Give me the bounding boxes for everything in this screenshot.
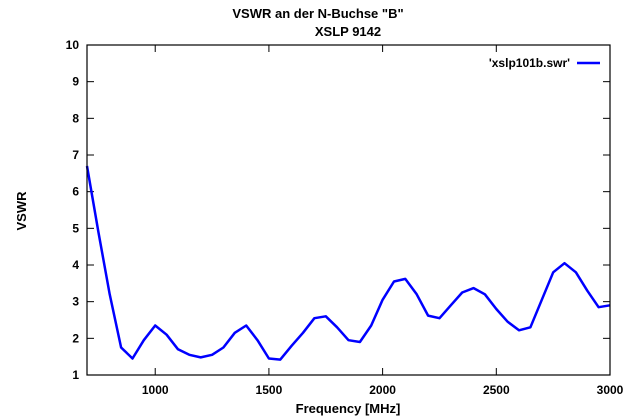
y-tick-label-6: 6 <box>72 185 79 199</box>
x-tick-label-1000: 1000 <box>142 383 169 397</box>
y-tick-label-2: 2 <box>72 331 79 345</box>
plot-frame <box>86 44 611 376</box>
y-tick-label-8: 8 <box>72 111 79 125</box>
y-tick-label-5: 5 <box>72 221 79 235</box>
series-line-xslp101b <box>85 165 611 361</box>
x-axis-label: Frequency [MHz] <box>296 401 401 416</box>
x-tick-label-3000: 3000 <box>597 383 624 397</box>
x-tick-label-2000: 2000 <box>369 383 396 397</box>
y-tick-label-4: 4 <box>72 258 79 272</box>
y-tick-label-7: 7 <box>72 148 79 162</box>
legend: 'xslp101b.swr' <box>489 56 600 70</box>
legend-label: 'xslp101b.swr' <box>489 56 570 70</box>
y-tick-label-3: 3 <box>72 295 79 309</box>
y-tick-label-1: 1 <box>72 368 79 382</box>
x-tick-label-1500: 1500 <box>256 383 283 397</box>
y-axis-label: VSWR <box>14 191 29 231</box>
chart-subtitle: XSLP 9142 <box>315 24 381 39</box>
tick-label-group: 1 2 3 4 5 6 7 8 9 10 1000 1500 2000 2500 3000 <box>66 38 624 397</box>
y-tick-label-9: 9 <box>72 75 79 89</box>
x-tick-label-2500: 2500 <box>483 383 510 397</box>
y-tick-label-10: 10 <box>66 38 80 52</box>
chart-title: VSWR an der N-Buchse "B" <box>232 6 403 21</box>
